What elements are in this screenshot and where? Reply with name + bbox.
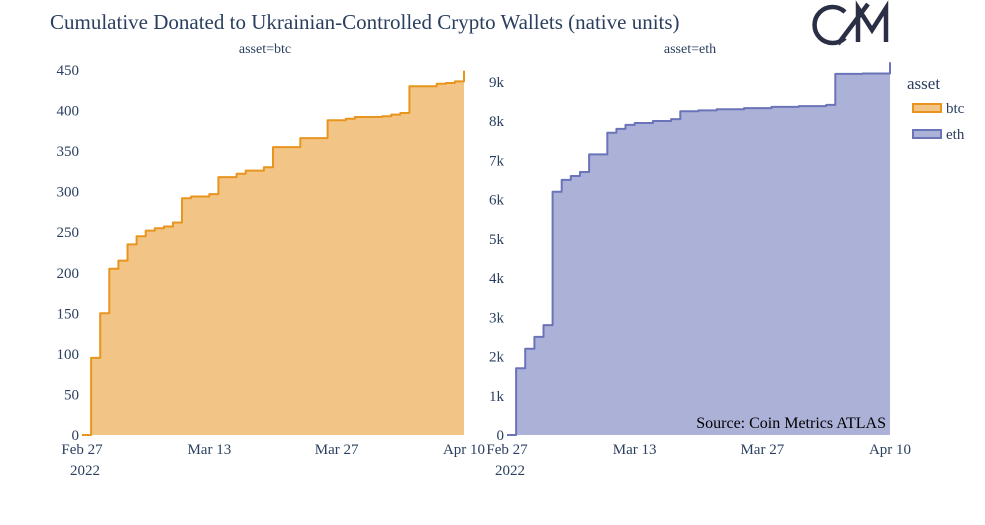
y-tick-label: 1k: [489, 389, 505, 405]
x-tick-label: Apr 10: [443, 442, 485, 458]
y-tick-label: 4k: [489, 271, 505, 287]
eth-panel: 0 1k 2k 3k 4k 5k 6k 7k 8k 9k Feb 27 Mar 13 Mar 27 Apr…: [486, 62, 911, 479]
x-tick-label: Feb 27: [61, 442, 103, 458]
area-fill-eth: [507, 62, 890, 435]
y-tick-label: 0: [497, 428, 505, 444]
y-tick-label: 50: [64, 387, 79, 403]
x-tick-label: Mar 13: [187, 442, 231, 458]
y-tick-label: 7k: [489, 153, 505, 169]
y-tick-label: 350: [57, 144, 80, 160]
area-fill-btc: [82, 70, 464, 436]
y-tick-label: 150: [57, 306, 80, 322]
y-tick-label: 250: [57, 225, 80, 241]
y-tick-label: 300: [57, 185, 80, 201]
y-tick-label: 100: [57, 347, 80, 363]
legend-label-eth: eth: [946, 127, 965, 143]
coin-metrics-logo: [812, 0, 889, 46]
legend-label-btc: btc: [946, 101, 965, 117]
series-line-eth[interactable]: [507, 62, 891, 436]
btc-panel: 0 50 100 150 200 250 300 350 400 450 Feb 27 Mar 13 M…: [57, 63, 486, 479]
x-tick-label: Feb 27: [486, 442, 528, 458]
legend-item-eth[interactable]: eth: [912, 127, 965, 143]
x-tick-label: Apr 10: [869, 442, 911, 458]
y-tick-label: 9k: [489, 75, 505, 91]
chart-title: Cumulative Donated to Ukrainian-Controll…: [50, 10, 680, 34]
series-line-btc[interactable]: [82, 70, 465, 436]
x-tick-label: Mar 13: [613, 442, 657, 458]
x-tick-label: Mar 27: [740, 442, 784, 458]
y-tick-label: 8k: [489, 114, 505, 130]
legend: asset btc eth: [907, 74, 965, 143]
legend-swatch-eth: [912, 129, 942, 139]
y-tick-label: 200: [57, 266, 80, 282]
legend-swatch-btc: [912, 103, 942, 113]
x-tick-label: Mar 27: [315, 442, 359, 458]
subtitle-eth: asset=eth: [664, 42, 716, 57]
x-tick-year: 2022: [70, 463, 100, 479]
y-tick-label: 2k: [489, 350, 505, 366]
source-label: Source: Coin Metrics ATLAS: [696, 415, 886, 432]
legend-item-btc[interactable]: btc: [912, 101, 965, 117]
y-tick-label: 5k: [489, 232, 505, 248]
y-tick-label: 450: [57, 63, 80, 79]
y-tick-label: 6k: [489, 193, 505, 209]
subtitle-btc: asset=btc: [239, 42, 291, 57]
y-tick-label: 3k: [489, 310, 505, 326]
legend-title: asset: [907, 74, 940, 93]
x-tick-year: 2022: [495, 463, 525, 479]
y-tick-label: 0: [72, 428, 80, 444]
y-tick-label: 400: [57, 104, 80, 120]
